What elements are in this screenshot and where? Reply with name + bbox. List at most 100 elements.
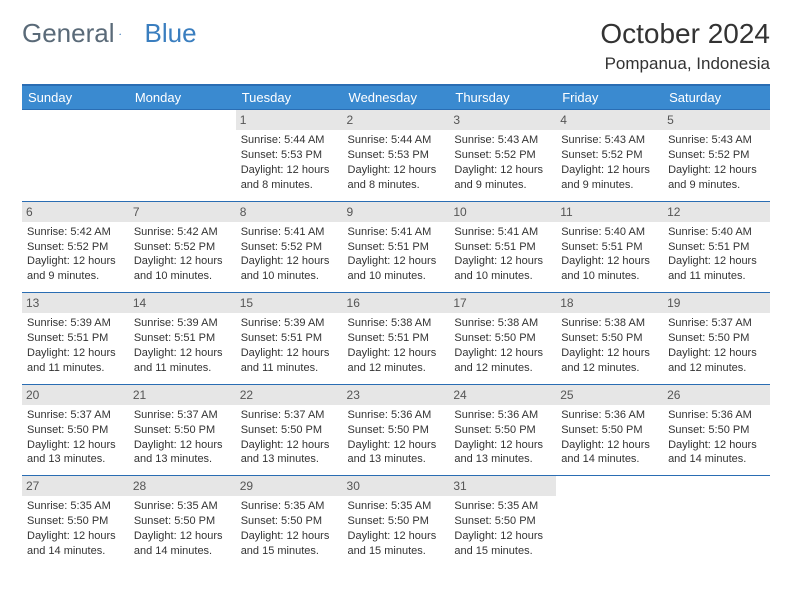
sunrise-line: Sunrise: 5:41 AM: [241, 225, 338, 240]
daylight-line: Daylight: 12 hours and 15 minutes.: [241, 529, 338, 559]
sunrise-line: Sunrise: 5:38 AM: [348, 316, 445, 331]
day-header: Sunday: [22, 85, 129, 110]
sunrise-line: Sunrise: 5:44 AM: [241, 133, 338, 148]
day-details: Sunrise: 5:36 AMSunset: 5:50 PMDaylight:…: [347, 408, 446, 467]
day-cell: 14 Sunrise: 5:39 AMSunset: 5:51 PMDayligh…: [129, 293, 236, 385]
sunrise-line: Sunrise: 5:36 AM: [454, 408, 551, 423]
sunset-line: Sunset: 5:50 PM: [454, 514, 551, 529]
day-number: 16: [343, 293, 450, 313]
sunrise-line: Sunrise: 5:42 AM: [134, 225, 231, 240]
day-cell: 6Sunrise: 5:42 AMSunset: 5:52 PMDaylight…: [22, 201, 129, 293]
day-details: Sunrise: 5:42 AMSunset: 5:52 PMDaylight:…: [26, 225, 125, 284]
day-details: Sunrise: 5:38 AMSunset: 5:51 PMDaylight:…: [347, 316, 446, 375]
sunset-line: Sunset: 5:50 PM: [348, 423, 445, 438]
brand-logo: General Blue: [22, 18, 197, 49]
day-cell: 4 Sunrise: 5:43 AMSunset: 5:52 PMDaylight…: [556, 110, 663, 202]
sunrise-line: Sunrise: 5:39 AM: [241, 316, 338, 331]
day-number: 14: [129, 293, 236, 313]
day-number: 12: [663, 202, 770, 222]
day-details: Sunrise: 5:41 AMSunset: 5:51 PMDaylight:…: [453, 225, 552, 284]
day-number: 24: [449, 385, 556, 405]
day-cell: 12Sunrise: 5:40 AMSunset: 5:51 PMDayligh…: [663, 201, 770, 293]
week-row: 6Sunrise: 5:42 AMSunset: 5:52 PMDaylight…: [22, 201, 770, 293]
daylight-line: Daylight: 12 hours and 10 minutes.: [454, 254, 551, 284]
day-cell: 8Sunrise: 5:41 AMSunset: 5:52 PMDaylight…: [236, 201, 343, 293]
sunrise-line: Sunrise: 5:35 AM: [348, 499, 445, 514]
day-cell: 3Sunrise: 5:43 AMSunset: 5:52 PMDaylight…: [449, 110, 556, 202]
sunrise-line: Sunrise: 5:35 AM: [454, 499, 551, 514]
day-cell: 11Sunrise: 5:40 AMSunset: 5:51 PMDayligh…: [556, 201, 663, 293]
day-cell: 16 Sunrise: 5:38 AMSunset: 5:51 PMDayligh…: [343, 293, 450, 385]
sunrise-line: Sunrise: 5:38 AM: [561, 316, 658, 331]
sunrise-line: Sunrise: 5:43 AM: [454, 133, 551, 148]
sunset-line: Sunset: 5:52 PM: [134, 240, 231, 255]
sunrise-line: Sunrise: 5:37 AM: [134, 408, 231, 423]
sunset-line: Sunset: 5:52 PM: [454, 148, 551, 163]
daylight-line: Daylight: 12 hours and 9 minutes.: [561, 163, 658, 193]
day-cell: 26Sunrise: 5:36 AMSunset: 5:50 PMDayligh…: [663, 384, 770, 476]
day-header: Friday: [556, 85, 663, 110]
day-cell: 30Sunrise: 5:35 AMSunset: 5:50 PMDayligh…: [343, 476, 450, 567]
day-cell: 7Sunrise: 5:42 AMSunset: 5:52 PMDaylight…: [129, 201, 236, 293]
day-cell: 19 Sunrise: 5:37 AMSunset: 5:50 PMDayligh…: [663, 293, 770, 385]
sunset-line: Sunset: 5:50 PM: [27, 423, 124, 438]
daylight-line: Daylight: 12 hours and 14 minutes.: [668, 438, 765, 468]
sunrise-line: Sunrise: 5:35 AM: [27, 499, 124, 514]
sunrise-line: Sunrise: 5:37 AM: [241, 408, 338, 423]
day-number: 20: [22, 385, 129, 405]
sunset-line: Sunset: 5:52 PM: [241, 240, 338, 255]
daylight-line: Daylight: 12 hours and 9 minutes.: [668, 163, 765, 193]
day-number: 19: [663, 293, 770, 313]
day-details: Sunrise: 5:37 AMSunset: 5:50 PMDaylight:…: [133, 408, 232, 467]
week-row: 27Sunrise: 5:35 AMSunset: 5:50 PMDayligh…: [22, 476, 770, 567]
day-header: Monday: [129, 85, 236, 110]
daylight-line: Daylight: 12 hours and 10 minutes.: [348, 254, 445, 284]
day-number: 28: [129, 476, 236, 496]
daylight-line: Daylight: 12 hours and 11 minutes.: [27, 346, 124, 376]
daylight-line: Daylight: 12 hours and 14 minutes.: [134, 529, 231, 559]
daylight-line: Daylight: 12 hours and 13 minutes.: [241, 438, 338, 468]
day-cell: 27Sunrise: 5:35 AMSunset: 5:50 PMDayligh…: [22, 476, 129, 567]
sunset-line: Sunset: 5:50 PM: [668, 331, 765, 346]
day-cell: 13Sunrise: 5:39 AMSunset: 5:51 PMDayligh…: [22, 293, 129, 385]
day-details: Sunrise: 5:43 AMSunset: 5:52 PMDaylight:…: [560, 133, 659, 192]
day-details: Sunrise: 5:37 AMSunset: 5:50 PMDaylight:…: [667, 316, 766, 375]
day-details: Sunrise: 5:42 AMSunset: 5:52 PMDaylight:…: [133, 225, 232, 284]
day-header: Tuesday: [236, 85, 343, 110]
day-cell: 25Sunrise: 5:36 AMSunset: 5:50 PMDayligh…: [556, 384, 663, 476]
day-cell: 31Sunrise: 5:35 AMSunset: 5:50 PMDayligh…: [449, 476, 556, 567]
sunrise-line: Sunrise: 5:43 AM: [668, 133, 765, 148]
day-header: Saturday: [663, 85, 770, 110]
title-block: October 2024 Pompanua, Indonesia: [600, 18, 770, 74]
day-number: 11: [556, 202, 663, 222]
daylight-line: Daylight: 12 hours and 12 minutes.: [668, 346, 765, 376]
day-cell: 20Sunrise: 5:37 AMSunset: 5:50 PMDayligh…: [22, 384, 129, 476]
sunset-line: Sunset: 5:51 PM: [27, 331, 124, 346]
sunset-line: Sunset: 5:52 PM: [27, 240, 124, 255]
sunrise-line: Sunrise: 5:39 AM: [134, 316, 231, 331]
day-number: 10: [449, 202, 556, 222]
day-details: Sunrise: 5:35 AMSunset: 5:50 PMDaylight:…: [240, 499, 339, 558]
day-cell: .: [556, 476, 663, 567]
daylight-line: Daylight: 12 hours and 9 minutes.: [27, 254, 124, 284]
day-cell: 23Sunrise: 5:36 AMSunset: 5:50 PMDayligh…: [343, 384, 450, 476]
day-details: Sunrise: 5:38 AMSunset: 5:50 PMDaylight:…: [560, 316, 659, 375]
sunrise-line: Sunrise: 5:37 AM: [668, 316, 765, 331]
day-number: 4: [556, 110, 663, 130]
day-number: 1: [236, 110, 343, 130]
day-cell: 2Sunrise: 5:44 AMSunset: 5:53 PMDaylight…: [343, 110, 450, 202]
day-cell: 10 Sunrise: 5:41 AMSunset: 5:51 PMDayligh…: [449, 201, 556, 293]
day-details: Sunrise: 5:41 AMSunset: 5:51 PMDaylight:…: [347, 225, 446, 284]
sunset-line: Sunset: 5:50 PM: [348, 514, 445, 529]
daylight-line: Daylight: 12 hours and 10 minutes.: [561, 254, 658, 284]
day-cell: 18Sunrise: 5:38 AMSunset: 5:50 PMDayligh…: [556, 293, 663, 385]
day-details: Sunrise: 5:36 AMSunset: 5:50 PMDaylight:…: [453, 408, 552, 467]
day-cell: 22Sunrise: 5:37 AMSunset: 5:50 PMDayligh…: [236, 384, 343, 476]
day-details: Sunrise: 5:35 AMSunset: 5:50 PMDaylight:…: [347, 499, 446, 558]
day-number: 15: [236, 293, 343, 313]
sunrise-line: Sunrise: 5:36 AM: [668, 408, 765, 423]
month-title: October 2024: [600, 18, 770, 50]
day-details: Sunrise: 5:39 AMSunset: 5:51 PMDaylight:…: [133, 316, 232, 375]
sunset-line: Sunset: 5:50 PM: [454, 423, 551, 438]
page-header: General Blue October 2024 Pompanua, Indo…: [22, 18, 770, 74]
